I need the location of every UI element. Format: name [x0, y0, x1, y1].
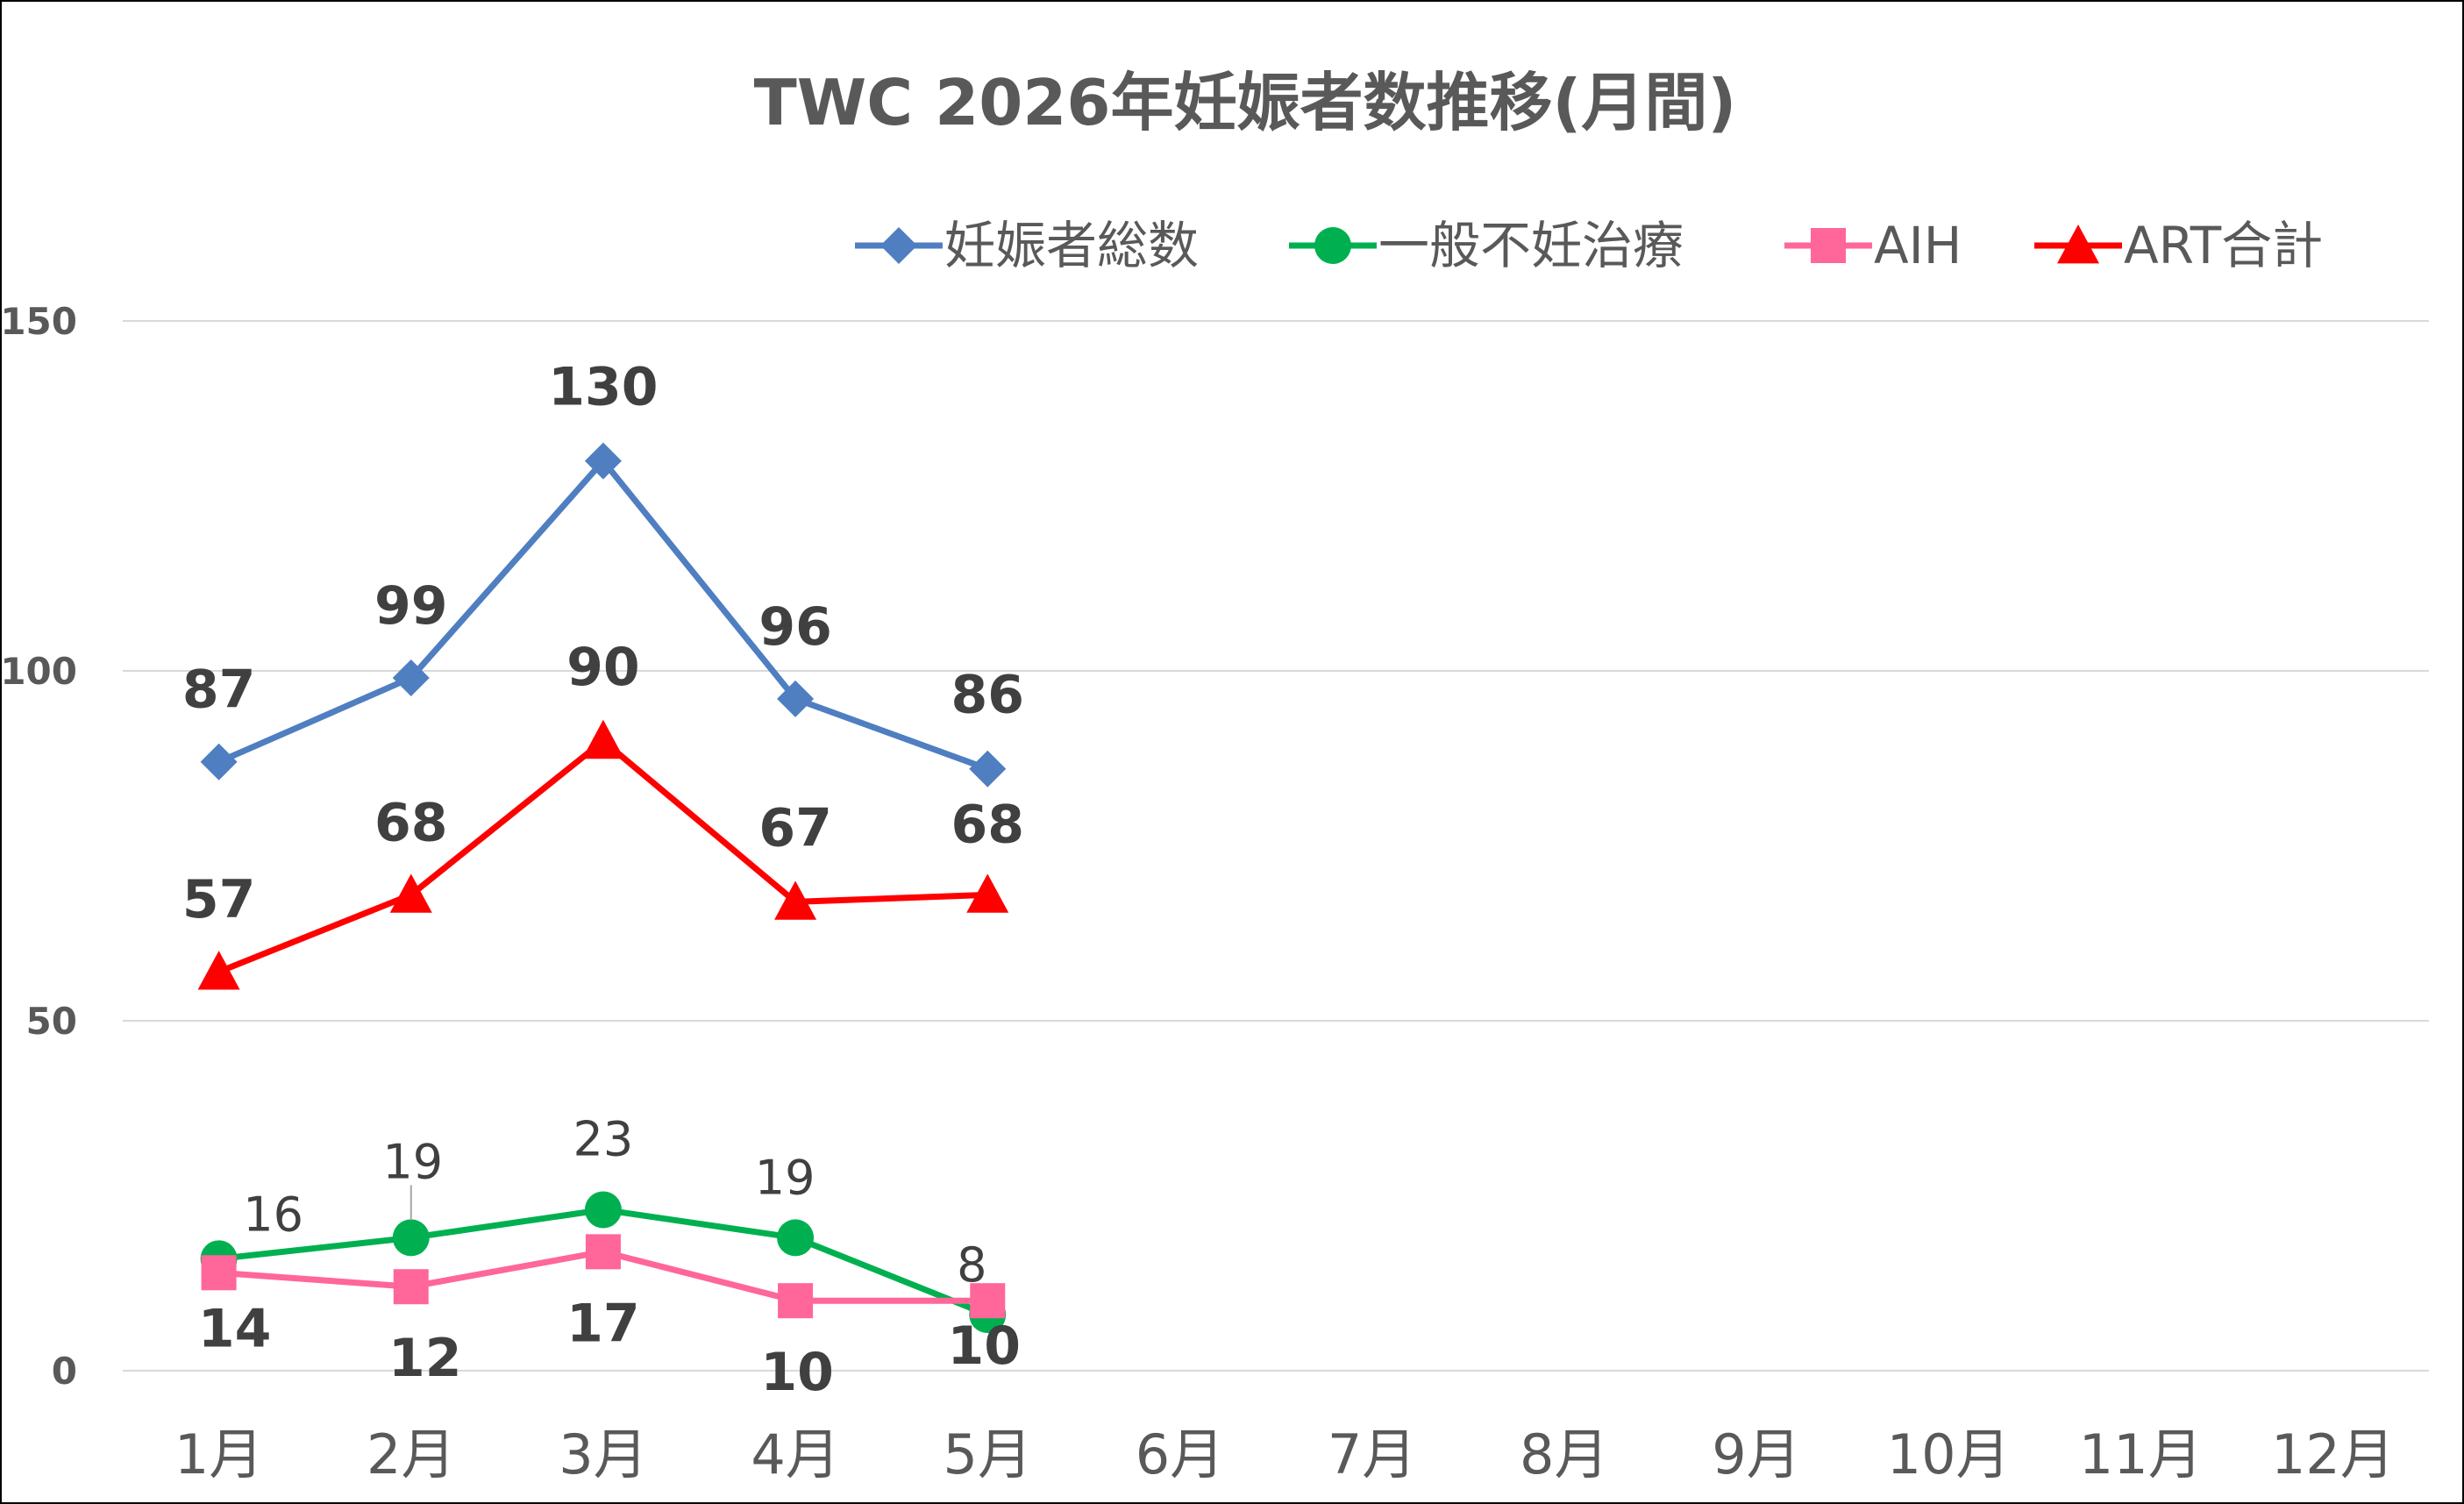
- y-tick-label: 100: [0, 650, 77, 693]
- x-tick-label: 7月: [1328, 1422, 1416, 1486]
- data-point: [584, 1191, 622, 1229]
- series-3: [197, 719, 1009, 990]
- legend-marker: [1811, 228, 1846, 263]
- legend-marker: [2057, 225, 2099, 264]
- x-tick-label: 4月: [751, 1422, 839, 1486]
- legend: 妊娠者総数 一般不妊治療 AIH ART合計: [855, 216, 2323, 275]
- data-point: [392, 1219, 430, 1257]
- data-point: [389, 873, 432, 913]
- legend-item: AIH: [1784, 216, 1962, 275]
- series-line: [217, 738, 988, 975]
- series-2: [201, 1234, 1006, 1319]
- data-point: [584, 442, 622, 480]
- data-label: 8: [957, 1237, 986, 1293]
- data-label: 16: [243, 1187, 303, 1242]
- data-label: 57: [182, 869, 256, 930]
- data-point: [969, 750, 1007, 788]
- x-tick-label: 3月: [559, 1422, 647, 1486]
- y-tick-label: 0: [52, 1350, 77, 1393]
- data-label: 10: [948, 1315, 1022, 1377]
- data-label: 10: [760, 1342, 834, 1403]
- data-point: [778, 1283, 814, 1319]
- y-axis-ticks: 0 50 100 150: [0, 300, 77, 1393]
- data-point: [200, 743, 238, 781]
- x-tick-label: 12月: [2271, 1422, 2395, 1486]
- x-tick-label: 9月: [1712, 1422, 1800, 1486]
- data-point: [585, 1234, 621, 1270]
- legend-label: 一般不妊治療: [1378, 216, 1684, 275]
- legend-item: ART合計: [2034, 216, 2323, 275]
- data-label: 86: [951, 665, 1025, 726]
- data-label: 99: [374, 575, 448, 637]
- x-tick-label: 1月: [174, 1422, 263, 1486]
- data-label: 19: [755, 1150, 815, 1205]
- data-point: [774, 880, 817, 920]
- chart-title: TWC 2026年妊娠者数推移(月間): [754, 66, 1737, 139]
- x-tick-label: 2月: [367, 1422, 455, 1486]
- legend-label: 妊娠者総数: [944, 216, 1199, 275]
- legend-marker: [1314, 227, 1351, 264]
- data-label: 96: [758, 596, 832, 658]
- data-label: 90: [566, 637, 640, 698]
- x-tick-label: 8月: [1520, 1422, 1608, 1486]
- legend-marker: [880, 227, 917, 264]
- data-point: [197, 951, 240, 990]
- data-label: 19: [382, 1134, 443, 1189]
- y-tick-label: 150: [0, 300, 77, 343]
- x-tick-label: 10月: [1887, 1422, 2011, 1486]
- data-point: [201, 1255, 237, 1291]
- data-label: 23: [573, 1111, 634, 1166]
- data-point: [777, 1219, 815, 1257]
- x-tick-label: 6月: [1136, 1422, 1224, 1486]
- data-label: 87: [182, 659, 256, 721]
- x-tick-label: 5月: [944, 1422, 1032, 1486]
- series-group: [197, 442, 1009, 1334]
- legend-label: AIH: [1874, 216, 1962, 275]
- data-label: 68: [374, 792, 448, 853]
- y-tick-label: 50: [26, 1000, 77, 1043]
- data-labels: 87 99 130 96 86 16 19 23 19 8 14 12 17 10 10 57 68 90 67 68: [182, 357, 1024, 1404]
- series-0: [200, 442, 1007, 788]
- gridlines: [123, 320, 2429, 1372]
- legend-item: 妊娠者総数: [855, 216, 1199, 275]
- legend-item: 一般不妊治療: [1289, 216, 1684, 275]
- data-point: [393, 1269, 429, 1305]
- data-label: 67: [758, 797, 832, 859]
- legend-label: ART合計: [2124, 216, 2323, 275]
- data-label: 14: [198, 1298, 272, 1359]
- data-point: [581, 719, 624, 759]
- data-point: [970, 1283, 1006, 1319]
- data-label: 12: [388, 1328, 462, 1389]
- x-tick-label: 11月: [2079, 1422, 2203, 1486]
- data-point: [392, 659, 430, 696]
- x-axis-ticks: 1月 2月 3月 4月 5月 6月 7月 8月 9月 10月 11月 12月: [174, 1422, 2395, 1486]
- data-label: 130: [548, 357, 658, 418]
- data-label: 68: [951, 794, 1025, 855]
- data-point: [966, 873, 1009, 913]
- data-point: [777, 680, 815, 717]
- data-label: 17: [566, 1293, 640, 1354]
